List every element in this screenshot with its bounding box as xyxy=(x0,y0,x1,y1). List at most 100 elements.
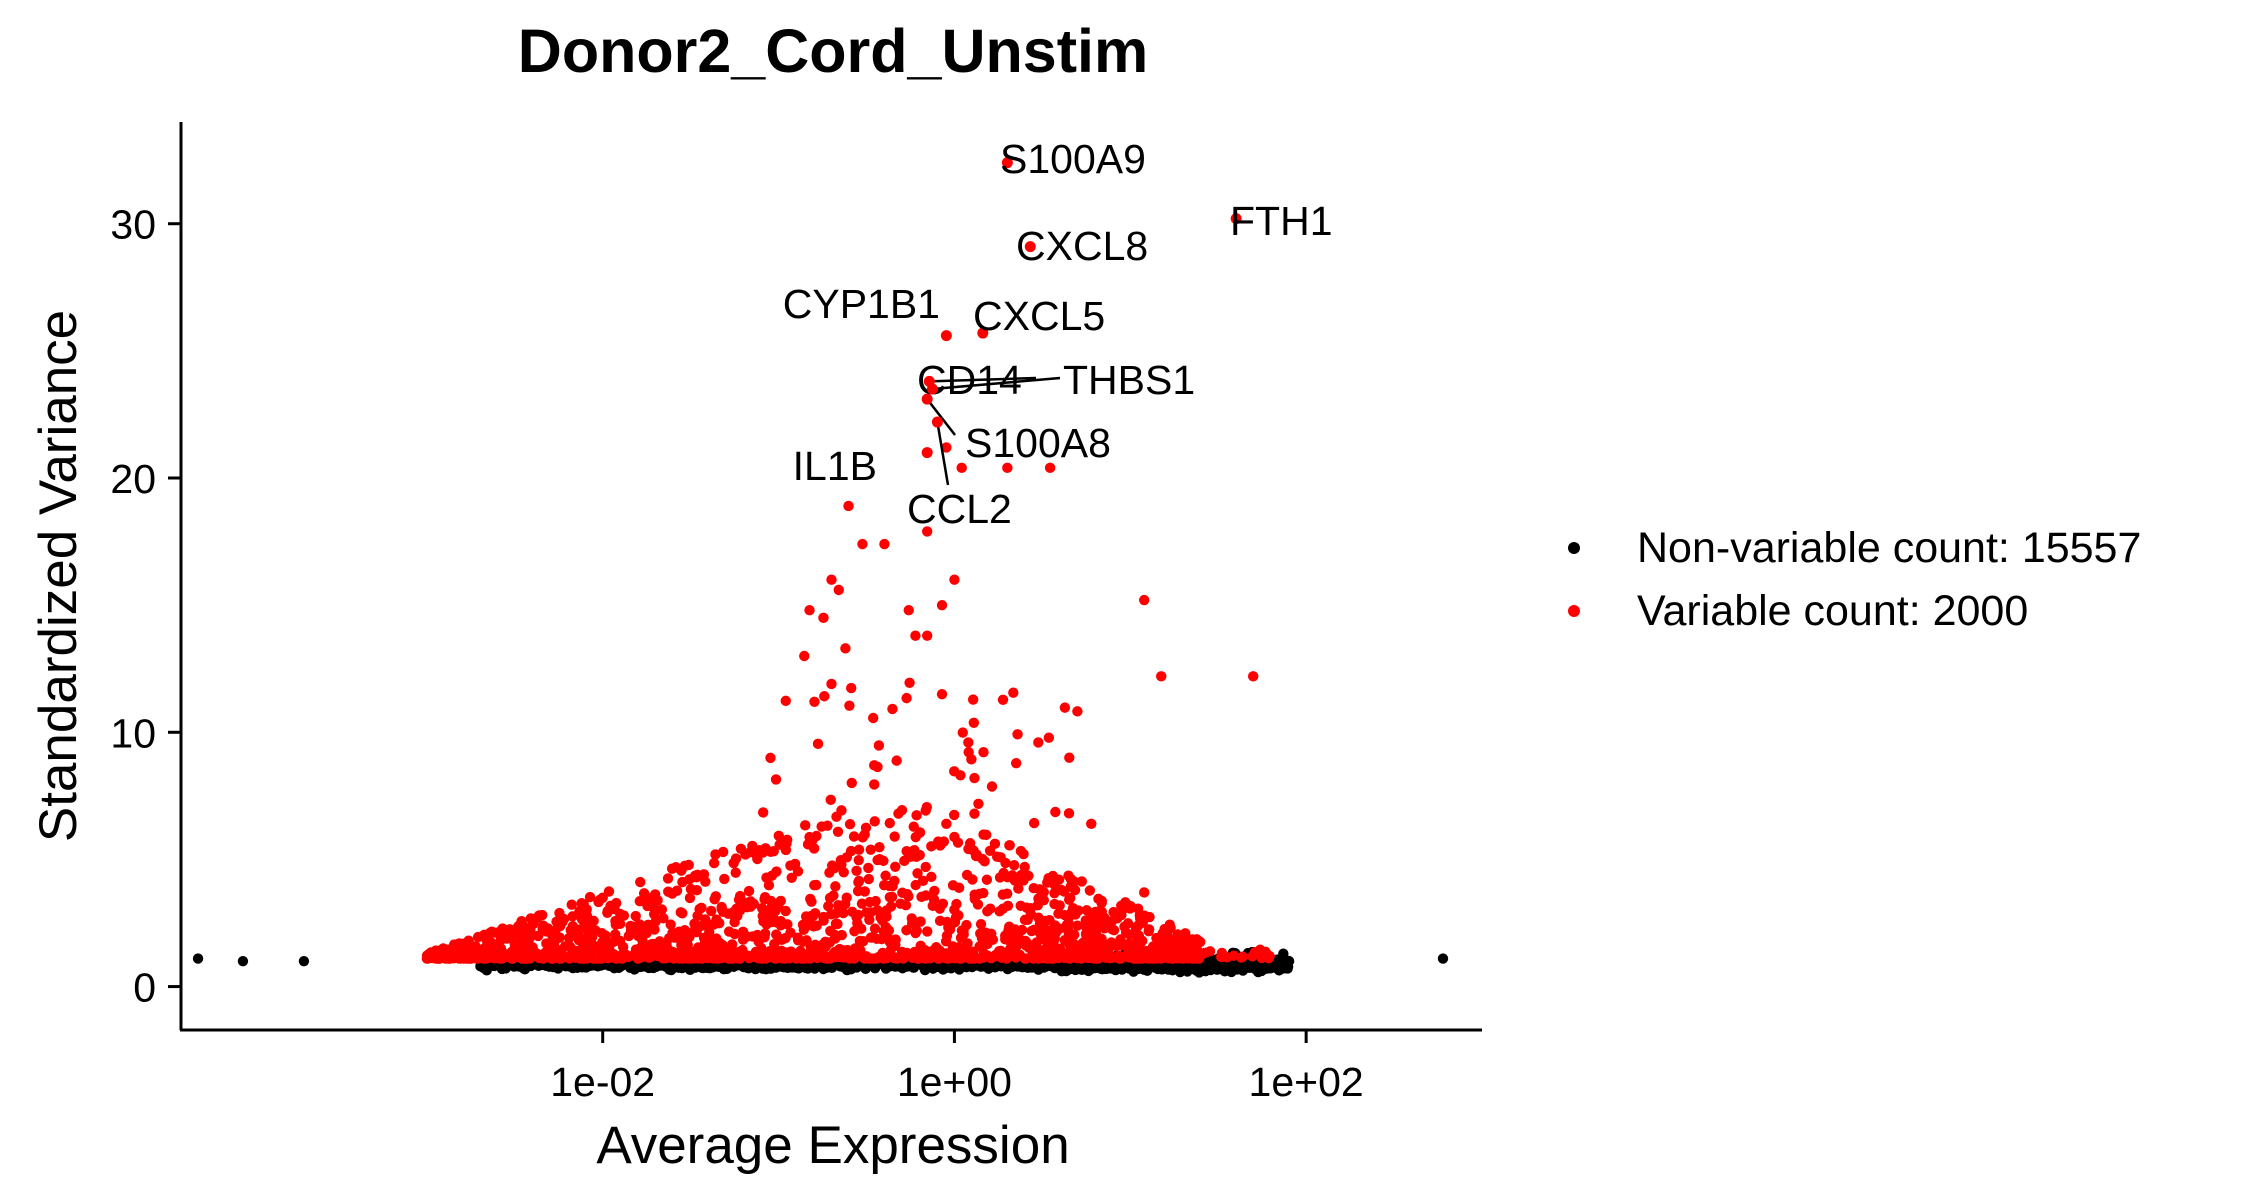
gene-label: S100A9 xyxy=(1000,136,1146,182)
variable-point xyxy=(1102,947,1114,959)
variable-point xyxy=(910,927,921,939)
variable-point xyxy=(1066,907,1077,918)
variable-point xyxy=(649,889,661,900)
variable-point xyxy=(804,831,815,843)
variable-point xyxy=(863,862,874,874)
variable-point xyxy=(775,915,786,927)
variable-point xyxy=(981,829,992,841)
variable-point xyxy=(992,950,1004,962)
variable-point xyxy=(667,927,678,939)
variable-point xyxy=(1050,806,1061,818)
variable-point xyxy=(528,918,539,929)
variable-point xyxy=(656,904,668,915)
variable-point xyxy=(1065,940,1076,952)
variable-point xyxy=(739,897,751,908)
variable-point xyxy=(576,913,588,925)
variable-point xyxy=(928,894,940,905)
variable-point xyxy=(753,936,764,947)
variable-point xyxy=(688,953,699,964)
variable-point xyxy=(967,874,978,885)
variable-point xyxy=(846,682,857,694)
variable-point xyxy=(775,895,786,907)
variable-point xyxy=(587,931,598,943)
variable-point xyxy=(635,876,646,888)
variable-point xyxy=(804,605,815,616)
x-tick-label: 1e+02 xyxy=(1249,1059,1364,1105)
variable-point xyxy=(949,831,960,843)
variable-point xyxy=(911,810,922,821)
variable-point xyxy=(1056,884,1067,896)
variable-point xyxy=(910,831,921,843)
variable-point xyxy=(504,924,516,935)
variable-point xyxy=(851,865,862,877)
variable-point xyxy=(830,918,842,930)
variable-point xyxy=(615,908,626,920)
variable-point xyxy=(901,692,912,704)
variable-point xyxy=(893,808,904,819)
variable-point xyxy=(1090,906,1101,918)
variable-point xyxy=(957,727,968,738)
variable-point xyxy=(799,922,810,934)
variable-point xyxy=(1119,921,1130,932)
variable-point xyxy=(1086,818,1097,830)
variable-point xyxy=(869,779,880,790)
variable-point xyxy=(1045,946,1057,957)
variable-point xyxy=(610,919,622,930)
variable-point xyxy=(759,891,771,903)
variable-point xyxy=(867,712,879,724)
variable-point xyxy=(1028,817,1040,829)
variable-point xyxy=(1069,884,1081,896)
labeled-gene-point xyxy=(1230,213,1242,225)
variable-point xyxy=(1096,895,1107,907)
variable-point xyxy=(985,903,996,914)
variable-point xyxy=(884,817,895,829)
variable-point xyxy=(831,811,842,822)
variable-point xyxy=(1007,870,1018,881)
variable-point xyxy=(634,952,646,964)
variable-point xyxy=(938,836,950,847)
variable-point xyxy=(661,938,672,950)
non-variable-point xyxy=(298,955,310,967)
variable-point xyxy=(544,950,555,961)
variable-point xyxy=(571,945,582,957)
variable-point xyxy=(913,948,925,960)
variable-point xyxy=(683,859,694,871)
variable-point xyxy=(891,755,902,766)
variable-point xyxy=(1167,936,1179,947)
variable-point xyxy=(904,677,915,688)
labeled-gene-point xyxy=(931,416,943,428)
variable-point xyxy=(800,820,811,831)
variable-point xyxy=(554,953,565,964)
labeled-gene-point xyxy=(921,447,933,459)
variable-point xyxy=(1108,924,1120,936)
variable-point xyxy=(858,936,869,947)
variable-point xyxy=(1264,950,1275,962)
non-variable-point xyxy=(518,963,529,974)
variable-point xyxy=(1124,929,1135,940)
variable-point xyxy=(844,819,856,830)
variable-point xyxy=(1043,732,1055,743)
variable-point xyxy=(1165,947,1176,958)
variable-point xyxy=(809,696,820,707)
variable-point xyxy=(1000,857,1011,869)
variable-point xyxy=(682,939,693,951)
variable-point xyxy=(865,844,876,855)
variable-point xyxy=(934,903,945,914)
variable-point xyxy=(934,915,946,927)
variable-point xyxy=(898,953,909,964)
variable-point xyxy=(771,929,782,940)
non-variable-point xyxy=(1067,962,1079,973)
variable-point xyxy=(770,774,782,785)
variable-point xyxy=(1002,900,1014,911)
variable-point xyxy=(482,934,493,946)
variable-point xyxy=(1132,903,1144,914)
legend-marker-variable xyxy=(1568,605,1580,617)
variable-point xyxy=(441,951,453,963)
variable-point xyxy=(1054,923,1065,934)
variable-point xyxy=(874,854,885,865)
variable-point xyxy=(895,898,906,909)
variable-point xyxy=(865,932,877,943)
gene-labels: S100A9 FTH1 CXCL8 CYP1B1 CXCL5 CD14 THBS1 S100A… xyxy=(783,136,1333,532)
variable-point xyxy=(901,925,912,936)
variable-point xyxy=(826,678,837,690)
